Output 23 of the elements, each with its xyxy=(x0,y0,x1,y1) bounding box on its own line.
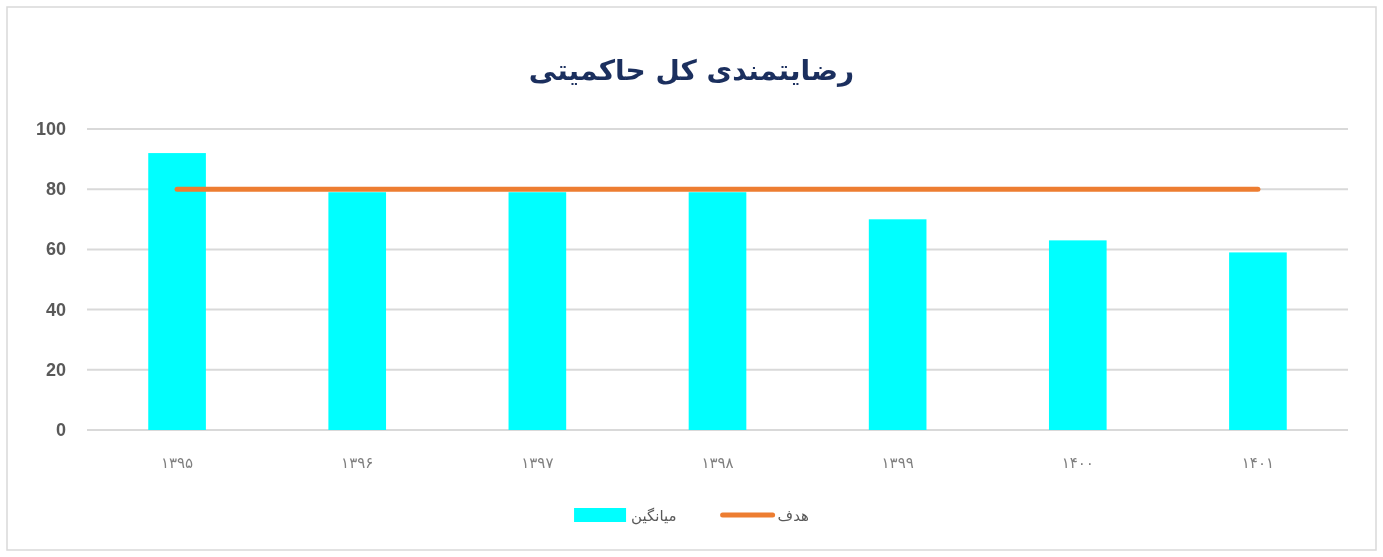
y-tick-label: 80 xyxy=(45,179,66,200)
legend-label: هدف xyxy=(777,507,810,525)
bar xyxy=(1229,252,1287,430)
bar xyxy=(1048,240,1107,430)
x-tick-label: ۱۳۹۸ xyxy=(701,454,734,472)
y-tick-label: 100 xyxy=(35,119,66,139)
bar xyxy=(148,153,206,430)
x-tick-label: ۱۴۰۱ xyxy=(1241,454,1275,472)
y-tick-label: 40 xyxy=(45,299,66,320)
chart-title: رضایتمندی کل حاکمیتی xyxy=(528,54,855,87)
y-tick-label: 60 xyxy=(45,239,66,260)
x-tick-label: ۱۳۹۵ xyxy=(160,454,194,472)
bar xyxy=(868,219,927,430)
bar xyxy=(508,192,567,430)
bar xyxy=(688,192,747,430)
x-tick-label: ۱۴۰۰ xyxy=(1061,454,1094,472)
x-tick-label: ۱۳۹۶ xyxy=(341,454,374,472)
legend-label: میانگین xyxy=(631,507,677,525)
y-tick-label: 20 xyxy=(45,359,66,380)
x-tick-label: ۱۳۹۹ xyxy=(881,454,914,472)
x-tick-label: ۱۳۹۷ xyxy=(521,454,554,472)
bar xyxy=(328,192,387,430)
y-tick-label: 0 xyxy=(55,420,66,440)
